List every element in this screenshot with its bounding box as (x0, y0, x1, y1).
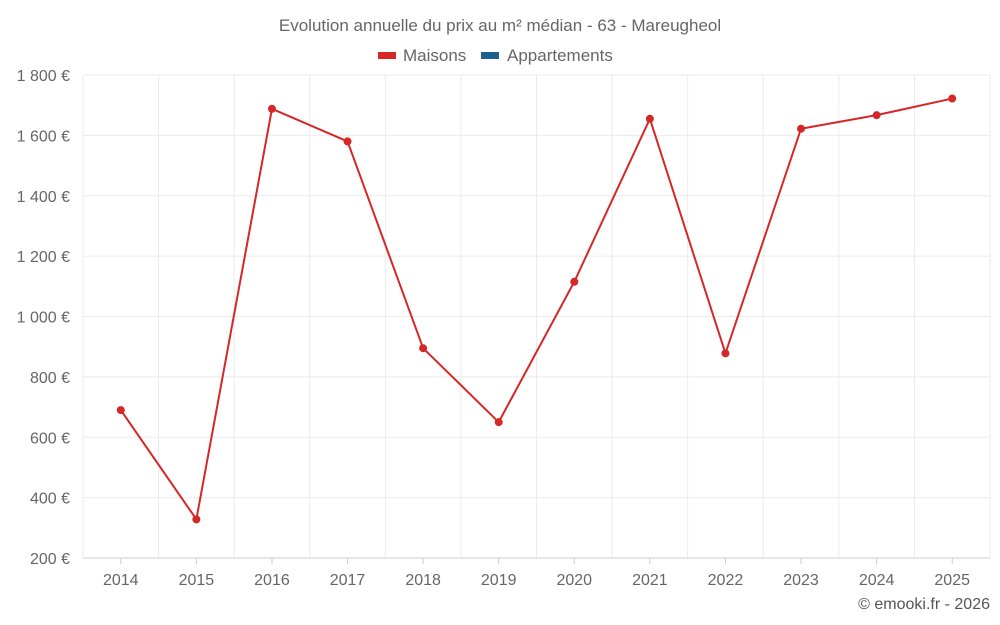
credit-text: © emooki.fr - 2026 (858, 596, 990, 613)
y-axis-ticks: 200 € 400 € 600 € 800 € 1 000 € 1 200 € 1 400 … (17, 68, 70, 568)
axes (83, 557, 990, 564)
x-tick-label-2022: 2022 (708, 572, 744, 589)
x-tick-label-2014: 2014 (103, 572, 139, 589)
x-tick-label-2015: 2015 (179, 572, 215, 589)
series-line-maisons (119, 97, 953, 521)
x-tick-label-2025: 2025 (934, 572, 970, 589)
y-tick-label-600: 600 € (30, 430, 70, 447)
x-tick-label-2024: 2024 (859, 572, 895, 589)
y-tick-label-1800: 1 800 € (17, 68, 70, 85)
series (116, 94, 957, 524)
data-point-maisons-2024[interactable] (872, 111, 881, 120)
legend-swatch-appartements (481, 52, 499, 59)
x-tick-label-2016: 2016 (254, 572, 290, 589)
x-tick-label-2017: 2017 (330, 572, 366, 589)
legend-label-maisons: Maisons (403, 46, 466, 65)
y-tick-label-400: 400 € (30, 491, 70, 508)
chart-title: Evolution annuelle du prix au m² médian … (279, 16, 721, 35)
data-point-maisons-2020[interactable] (570, 277, 579, 286)
y-tick-label-1000: 1 000 € (17, 310, 70, 327)
data-point-maisons-2017[interactable] (343, 137, 352, 146)
data-point-maisons-2021[interactable] (645, 114, 654, 123)
y-tick-label-1200: 1 200 € (17, 249, 70, 266)
y-tick-label-1400: 1 400 € (17, 189, 70, 206)
data-point-maisons-2015[interactable] (192, 515, 201, 524)
data-point-maisons-2019[interactable] (494, 418, 503, 427)
data-point-maisons-2014[interactable] (116, 406, 125, 415)
data-point-maisons-2025[interactable] (948, 94, 957, 103)
legend-item-appartements[interactable]: Appartements (481, 46, 613, 65)
y-tick-label-800: 800 € (30, 370, 70, 387)
x-tick-label-2021: 2021 (632, 572, 668, 589)
x-tick-label-2018: 2018 (405, 572, 441, 589)
y-tick-label-200: 200 € (30, 551, 70, 568)
x-tick-label-2023: 2023 (783, 572, 819, 589)
legend-item-maisons[interactable]: Maisons (378, 46, 466, 65)
data-point-maisons-2022[interactable] (721, 349, 730, 358)
legend: Maisons Appartements (378, 46, 613, 65)
legend-swatch-maisons (378, 52, 396, 59)
x-tick-label-2019: 2019 (481, 572, 517, 589)
x-tick-label-2020: 2020 (556, 572, 592, 589)
data-point-maisons-2016[interactable] (267, 104, 276, 113)
y-tick-label-1600: 1 600 € (17, 128, 70, 145)
x-axis-ticks: 2014 2015 2016 2017 2018 2019 2020 2021 2022 2023… (103, 572, 970, 589)
grid (82, 74, 991, 559)
legend-label-appartements: Appartements (507, 46, 613, 65)
data-point-maisons-2018[interactable] (419, 344, 428, 353)
data-point-maisons-2023[interactable] (797, 124, 806, 133)
